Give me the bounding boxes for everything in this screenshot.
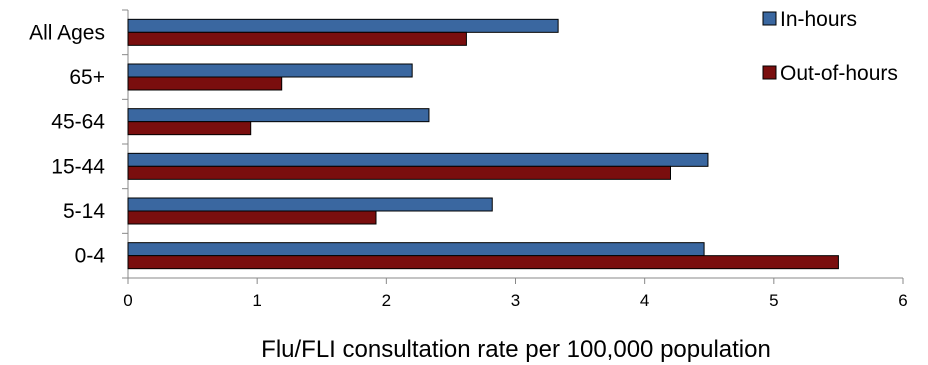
category-labels: All Ages 65+ 45-64 15-44 5-14 0-4 — [29, 21, 105, 267]
x-tick-label: 0 — [123, 291, 132, 310]
bar-out-of-hours — [127, 255, 839, 270]
legend-label: In-hours — [780, 8, 857, 31]
legend-swatch — [762, 65, 777, 80]
category-label: 15-44 — [51, 155, 105, 178]
category-label: All Ages — [29, 21, 105, 44]
bar-in-hours — [127, 197, 493, 212]
bar-in-hours — [127, 108, 430, 123]
bar-in-hours — [127, 18, 559, 33]
category-label: 65+ — [69, 66, 105, 89]
legend: In-hours Out-of-hours — [762, 8, 898, 85]
x-tick-label: 4 — [640, 291, 649, 310]
category-label: 45-64 — [51, 111, 105, 134]
bar-out-of-hours — [127, 76, 283, 91]
legend-swatch — [762, 11, 777, 26]
bar-in-hours — [127, 152, 709, 167]
x-tick-label: 1 — [252, 291, 261, 310]
bar-out-of-hours — [127, 121, 252, 136]
category-label: 5-14 — [63, 200, 105, 223]
category-label: 0-4 — [75, 245, 106, 268]
x-axis-title: Flu/FLI consultation rate per 100,000 po… — [261, 336, 771, 363]
bar-out-of-hours — [127, 165, 671, 180]
bar-out-of-hours — [127, 210, 377, 225]
axes — [122, 9, 904, 284]
x-tick-label: 2 — [382, 291, 391, 310]
x-tick-labels: 0 1 2 3 4 5 6 — [123, 291, 907, 310]
bar-in-hours — [127, 242, 705, 257]
legend-label: Out-of-hours — [780, 62, 898, 85]
x-tick-label: 6 — [898, 291, 907, 310]
x-tick-label: 5 — [769, 291, 778, 310]
bar-out-of-hours — [127, 31, 467, 46]
x-tick-label: 3 — [511, 291, 520, 310]
bar-in-hours — [127, 63, 413, 78]
bars — [127, 18, 839, 270]
